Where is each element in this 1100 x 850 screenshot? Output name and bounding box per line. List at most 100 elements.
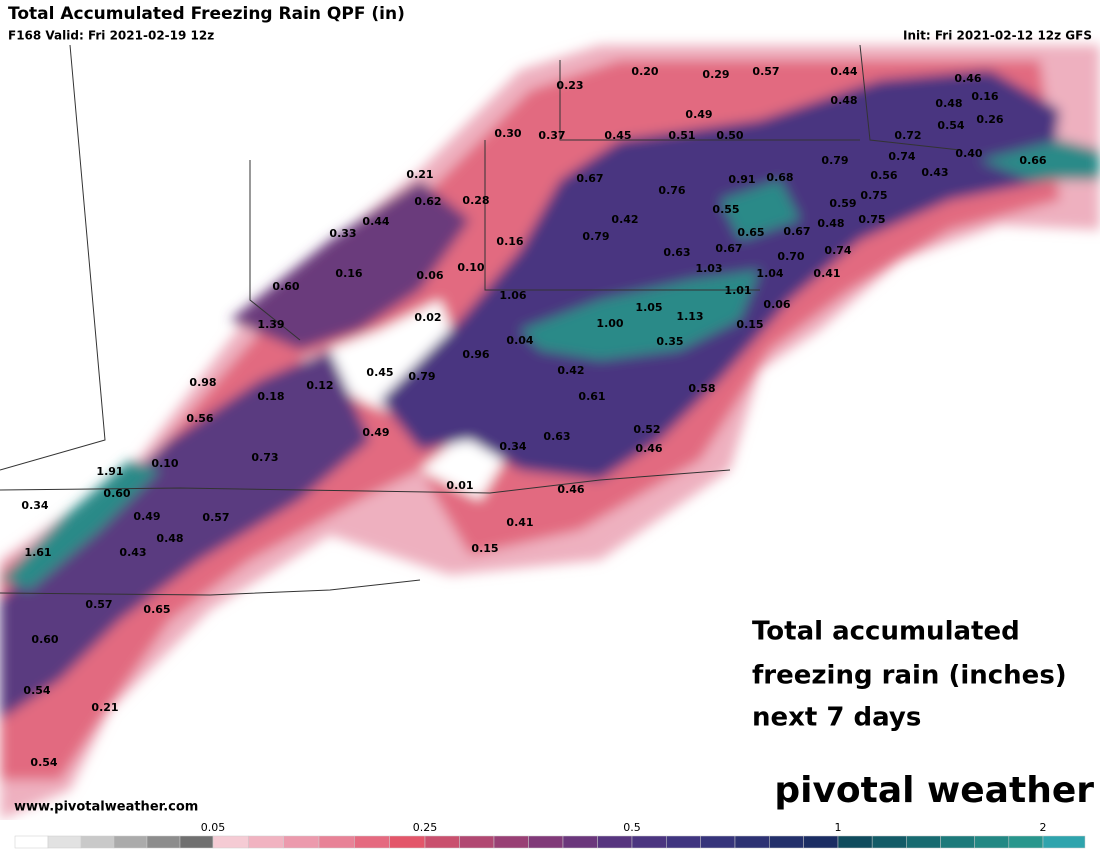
point-value: 0.70 bbox=[777, 250, 804, 263]
point-value: 1.01 bbox=[724, 284, 751, 297]
point-value: 0.54 bbox=[23, 684, 50, 697]
point-value: 0.04 bbox=[506, 334, 533, 347]
point-value: 0.12 bbox=[306, 379, 333, 392]
point-value: 1.39 bbox=[257, 318, 284, 331]
colorbar-swatch bbox=[212, 835, 249, 849]
point-value: 0.21 bbox=[91, 701, 118, 714]
point-value: 0.43 bbox=[119, 546, 146, 559]
point-value: 0.35 bbox=[656, 335, 683, 348]
point-value: 0.48 bbox=[817, 217, 844, 230]
point-value: 0.54 bbox=[937, 119, 964, 132]
point-value: 0.42 bbox=[611, 213, 638, 226]
colorbar-swatch bbox=[1008, 835, 1044, 849]
colorbar-swatch bbox=[179, 835, 214, 849]
point-value: 0.45 bbox=[604, 129, 631, 142]
point-value: 0.16 bbox=[971, 90, 998, 103]
point-value: 0.40 bbox=[955, 147, 982, 160]
point-value: 0.67 bbox=[715, 242, 742, 255]
point-value: 0.18 bbox=[257, 390, 284, 403]
point-value: 0.57 bbox=[85, 598, 112, 611]
point-value: 0.52 bbox=[633, 423, 660, 436]
point-value: 0.54 bbox=[30, 756, 57, 769]
point-value: 0.15 bbox=[471, 542, 498, 555]
point-value: 0.16 bbox=[496, 235, 523, 248]
colorbar-swatch bbox=[318, 835, 355, 849]
point-value: 1.04 bbox=[756, 267, 783, 280]
point-value: 0.62 bbox=[414, 195, 441, 208]
colorbar-swatch bbox=[666, 835, 701, 849]
point-value: 0.96 bbox=[462, 348, 489, 361]
point-value: 0.67 bbox=[783, 225, 810, 238]
colorbar-swatch bbox=[1042, 835, 1086, 849]
colorbar-swatch bbox=[146, 835, 181, 849]
point-value: 0.72 bbox=[894, 129, 921, 142]
point-value: 0.06 bbox=[763, 298, 790, 311]
point-value: 0.49 bbox=[133, 510, 160, 523]
colorbar-swatch bbox=[769, 835, 804, 849]
colorbar-swatch bbox=[459, 835, 495, 849]
point-value: 0.50 bbox=[716, 129, 743, 142]
colorbar-swatch bbox=[597, 835, 633, 849]
point-value: 0.48 bbox=[830, 94, 857, 107]
colorbar-swatch bbox=[424, 835, 460, 849]
point-value: 0.48 bbox=[156, 532, 183, 545]
point-value: 0.63 bbox=[543, 430, 570, 443]
point-value: 0.46 bbox=[635, 442, 662, 455]
colorbar-swatch bbox=[113, 835, 148, 849]
point-value: 0.75 bbox=[860, 189, 887, 202]
colorbar-swatch bbox=[940, 835, 975, 849]
point-value: 1.06 bbox=[499, 289, 526, 302]
colorbar-swatch bbox=[283, 835, 320, 849]
colorbar-tick-label: 2 bbox=[1040, 821, 1047, 834]
point-value: 1.03 bbox=[695, 262, 722, 275]
point-value: 0.60 bbox=[103, 487, 130, 500]
point-value: 0.02 bbox=[414, 311, 441, 324]
colorbar-swatch bbox=[493, 835, 529, 849]
annotation-line: next 7 days bbox=[752, 703, 921, 733]
point-value: 0.57 bbox=[752, 65, 779, 78]
point-value: 0.79 bbox=[408, 370, 435, 383]
point-value: 0.73 bbox=[251, 451, 278, 464]
point-value: 0.21 bbox=[406, 168, 433, 181]
point-value: 0.46 bbox=[557, 483, 584, 496]
point-value: 0.65 bbox=[737, 226, 764, 239]
colorbar-swatch bbox=[389, 835, 426, 849]
colorbar-swatch bbox=[871, 835, 907, 849]
point-value: 0.68 bbox=[766, 171, 793, 184]
point-value: 0.79 bbox=[582, 230, 609, 243]
point-value: 0.28 bbox=[462, 194, 489, 207]
point-value: 0.43 bbox=[921, 166, 948, 179]
valid-time: F168 Valid: Fri 2021-02-19 12z bbox=[8, 29, 214, 43]
point-value: 0.98 bbox=[189, 376, 216, 389]
colorbar-swatch bbox=[803, 835, 839, 849]
annotation-line: freezing rain (inches) bbox=[752, 661, 1067, 691]
colorbar-swatch bbox=[837, 835, 873, 849]
colorbar-swatch bbox=[906, 835, 941, 849]
website: www.pivotalweather.com bbox=[14, 800, 198, 815]
point-value: 0.44 bbox=[362, 215, 389, 228]
point-value: 0.51 bbox=[668, 129, 695, 142]
colorbar-tick-label: 0.25 bbox=[413, 821, 438, 834]
point-value: 0.59 bbox=[829, 197, 856, 210]
point-value: 0.34 bbox=[21, 499, 48, 512]
point-value: 0.49 bbox=[685, 108, 712, 121]
state-borders bbox=[0, 44, 961, 596]
point-value: 0.49 bbox=[362, 426, 389, 439]
point-value: 0.57 bbox=[202, 511, 229, 524]
point-value: 0.48 bbox=[935, 97, 962, 110]
point-value: 0.10 bbox=[151, 457, 178, 470]
title: Total Accumulated Freezing Rain QPF (in) bbox=[8, 4, 405, 24]
point-value: 0.01 bbox=[446, 479, 473, 492]
colorbar-tick-label: 0.5 bbox=[623, 821, 641, 834]
point-value: 0.56 bbox=[870, 169, 897, 182]
point-value: 0.74 bbox=[888, 150, 915, 163]
point-value: 0.79 bbox=[821, 154, 848, 167]
point-value: 0.67 bbox=[576, 172, 603, 185]
colorbar-swatch bbox=[354, 835, 390, 849]
colorbar-swatch bbox=[248, 835, 284, 849]
point-value: 0.91 bbox=[728, 173, 755, 186]
point-value: 1.13 bbox=[676, 310, 703, 323]
point-value: 0.10 bbox=[457, 261, 484, 274]
point-value: 0.65 bbox=[143, 603, 170, 616]
